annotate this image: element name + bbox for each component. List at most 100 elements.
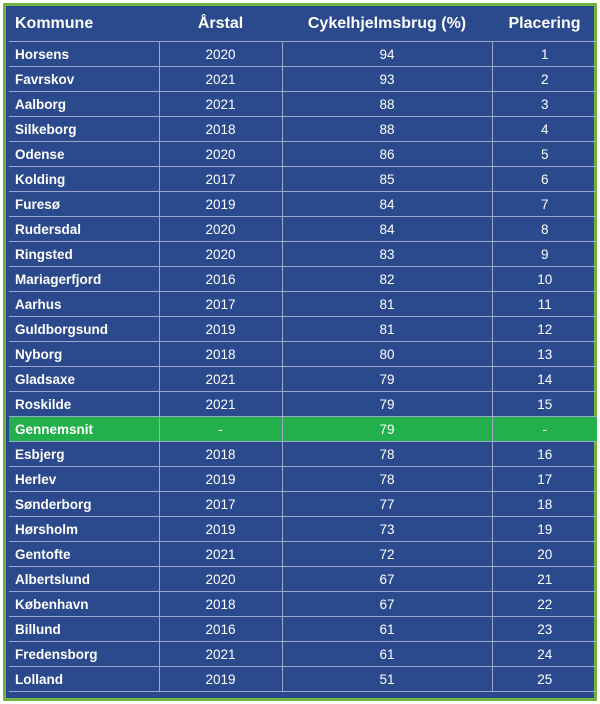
table-frame: Kommune Årstal Cykelhjelmsbrug (%) Place…: [3, 3, 597, 701]
table-row: Gladsaxe 2021 79 14: [9, 366, 597, 392]
table-row: Lolland 2019 51 25: [9, 666, 597, 692]
cell-kommune: Rudersdal: [9, 216, 160, 242]
table-row: Ringsted 2020 83 9: [9, 241, 597, 267]
cell-cykelhjelmsbrug: 94: [281, 41, 493, 67]
cell-cykelhjelmsbrug: 61: [281, 616, 493, 642]
cell-placering: 8: [491, 216, 597, 242]
cell-placering: 21: [491, 566, 597, 592]
cell-placering: 13: [491, 341, 597, 367]
cell-aarstal: 2018: [158, 341, 283, 367]
cell-cykelhjelmsbrug: 77: [281, 491, 493, 517]
table-row: Esbjerg 2018 78 16: [9, 441, 597, 467]
cell-aarstal: 2017: [158, 491, 283, 517]
cell-placering: 1: [491, 41, 597, 67]
cell-placering: -: [491, 416, 597, 442]
cell-kommune: Roskilde: [9, 391, 160, 417]
cell-placering: 6: [491, 166, 597, 192]
cell-placering: 19: [491, 516, 597, 542]
cell-cykelhjelmsbrug: 78: [281, 441, 493, 467]
cell-cykelhjelmsbrug: 84: [281, 191, 493, 217]
header-row: Kommune Årstal Cykelhjelmsbrug (%) Place…: [9, 6, 597, 42]
table-row: Furesø 2019 84 7: [9, 191, 597, 217]
cell-aarstal: 2019: [158, 666, 283, 692]
cell-kommune: Gennemsnit: [9, 416, 160, 442]
cell-cykelhjelmsbrug: 93: [281, 66, 493, 92]
cell-kommune: Ringsted: [9, 241, 160, 267]
table-row: Guldborgsund 2019 81 12: [9, 316, 597, 342]
cell-cykelhjelmsbrug: 80: [281, 341, 493, 367]
cell-placering: 17: [491, 466, 597, 492]
cell-placering: 15: [491, 391, 597, 417]
cell-cykelhjelmsbrug: 73: [281, 516, 493, 542]
table-row: Gentofte 2021 72 20: [9, 541, 597, 567]
table-row: Aarhus 2017 81 11: [9, 291, 597, 317]
table-row: Silkeborg 2018 88 4: [9, 116, 597, 142]
cell-aarstal: -: [158, 416, 283, 442]
cell-cykelhjelmsbrug: 72: [281, 541, 493, 567]
cell-aarstal: 2018: [158, 116, 283, 142]
cell-aarstal: 2021: [158, 366, 283, 392]
table-row: Albertslund 2020 67 21: [9, 566, 597, 592]
cell-aarstal: 2019: [158, 316, 283, 342]
table-row: Herlev 2019 78 17: [9, 466, 597, 492]
cell-aarstal: 2021: [158, 641, 283, 667]
cell-placering: 23: [491, 616, 597, 642]
cell-cykelhjelmsbrug: 79: [281, 391, 493, 417]
cell-kommune: Odense: [9, 141, 160, 167]
table-row: Billund 2016 61 23: [9, 616, 597, 642]
table-row: Mariagerfjord 2016 82 10: [9, 266, 597, 292]
cell-placering: 4: [491, 116, 597, 142]
cell-kommune: Sønderborg: [9, 491, 160, 517]
cell-kommune: Horsens: [9, 41, 160, 67]
cell-kommune: Gentofte: [9, 541, 160, 567]
table-row: Rudersdal 2020 84 8: [9, 216, 597, 242]
cell-cykelhjelmsbrug: 51: [281, 666, 493, 692]
table-row: Hørsholm 2019 73 19: [9, 516, 597, 542]
cell-cykelhjelmsbrug: 79: [281, 366, 493, 392]
cell-placering: 2: [491, 66, 597, 92]
cell-kommune: Hørsholm: [9, 516, 160, 542]
cell-aarstal: 2016: [158, 266, 283, 292]
cell-placering: 12: [491, 316, 597, 342]
cell-kommune: Nyborg: [9, 341, 160, 367]
cell-kommune: Aalborg: [9, 91, 160, 117]
average-row: Gennemsnit -79-: [9, 416, 597, 442]
header-aarstal: Årstal: [197, 14, 244, 32]
cell-aarstal: 2020: [158, 141, 283, 167]
table-row: Roskilde 2021 79 15: [9, 391, 597, 417]
cell-placering: 3: [491, 91, 597, 117]
cell-cykelhjelmsbrug: 85: [281, 166, 493, 192]
cell-aarstal: 2018: [158, 591, 283, 617]
cell-aarstal: 2021: [158, 541, 283, 567]
cell-aarstal: 2021: [158, 391, 283, 417]
cell-kommune: Herlev: [9, 466, 160, 492]
cell-placering: 7: [491, 191, 597, 217]
cell-aarstal: 2020: [158, 216, 283, 242]
table-row: Kolding 2017 85 6: [9, 166, 597, 192]
cell-cykelhjelmsbrug: 82: [281, 266, 493, 292]
table-row: Fredensborg 2021 61 24: [9, 641, 597, 667]
cell-placering: 16: [491, 441, 597, 467]
cell-aarstal: 2019: [158, 191, 283, 217]
cell-cykelhjelmsbrug: 88: [281, 116, 493, 142]
cell-placering: 22: [491, 591, 597, 617]
cell-kommune: Billund: [9, 616, 160, 642]
cell-placering: 11: [491, 291, 597, 317]
table-row: Nyborg 2018 80 13: [9, 341, 597, 367]
cell-cykelhjelmsbrug: 83: [281, 241, 493, 267]
cell-cykelhjelmsbrug: 81: [281, 316, 493, 342]
cell-placering: 25: [491, 666, 597, 692]
cell-kommune: Fredensborg: [9, 641, 160, 667]
table-body: Horsens 2020 94 1 Favrskov 2021 93 2 Aalborg 2021…: [9, 41, 597, 692]
cell-placering: 9: [491, 241, 597, 267]
cell-placering: 14: [491, 366, 597, 392]
cell-kommune: Mariagerfjord: [9, 266, 160, 292]
cell-aarstal: 2017: [158, 291, 283, 317]
table-row: Aalborg 2021 88 3: [9, 91, 597, 117]
cell-placering: 10: [491, 266, 597, 292]
cell-aarstal: 2016: [158, 616, 283, 642]
cell-kommune: Albertslund: [9, 566, 160, 592]
cell-aarstal: 2021: [158, 66, 283, 92]
cell-cykelhjelmsbrug: 88: [281, 91, 493, 117]
cell-placering: 5: [491, 141, 597, 167]
